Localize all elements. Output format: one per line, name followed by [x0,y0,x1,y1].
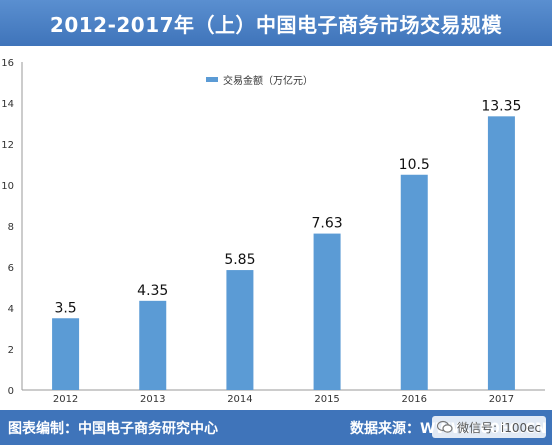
y-tick-label: 4 [8,304,14,315]
bar-value-label: 5.85 [224,252,255,268]
chart-title: 2012-2017年（上）中国电子商务市场交易规模 [49,12,503,37]
title-bar: 2012-2017年（上）中国电子商务市场交易规模 [0,0,552,46]
bar-value-label: 4.35 [137,283,168,299]
y-tick-label: 10 [1,181,14,192]
bar-value-label: 13.35 [481,98,521,114]
y-tick-label: 2 [8,345,14,356]
footer-bar: 图表编制：中国电子商务研究中心 数据来源：WWW.100EC.CN 微信号: i… [0,410,552,445]
legend-label: 交易金额（万亿元） [223,74,313,87]
wechat-icon [437,420,453,433]
bar [313,233,341,390]
bar-value-label: 10.5 [399,157,430,173]
bar [226,270,254,390]
footer-source-left: 图表编制：中国电子商务研究中心 [8,421,218,437]
y-tick-label: 8 [8,222,14,233]
x-tick-label: 2016 [402,394,427,405]
bar [139,300,167,390]
x-tick-label: 2017 [489,394,514,405]
bar [52,318,80,390]
legend-swatch [206,77,218,82]
wechat-watermark: 微信号: i100ec [432,416,547,438]
watermark-text: 微信号: i100ec [457,420,542,435]
bar [400,174,428,390]
x-tick-label: 2014 [227,394,252,405]
y-tick-label: 14 [1,99,14,110]
y-tick-label: 12 [1,140,14,151]
bar-value-label: 7.63 [311,216,342,232]
x-tick-label: 2012 [53,394,78,405]
bar-value-label: 3.5 [54,300,76,316]
bar-chart: 0 2 4 6 8 10 12 14 16 交易金额（万亿元） 3.5 2012 4.35 2013 5.8… [1,58,545,405]
y-tick-label: 16 [1,58,14,69]
bar [487,116,515,390]
x-tick-label: 2015 [314,394,339,405]
y-tick-label: 0 [8,386,14,397]
x-tick-label: 2013 [140,394,165,405]
y-tick-label: 6 [8,263,14,274]
